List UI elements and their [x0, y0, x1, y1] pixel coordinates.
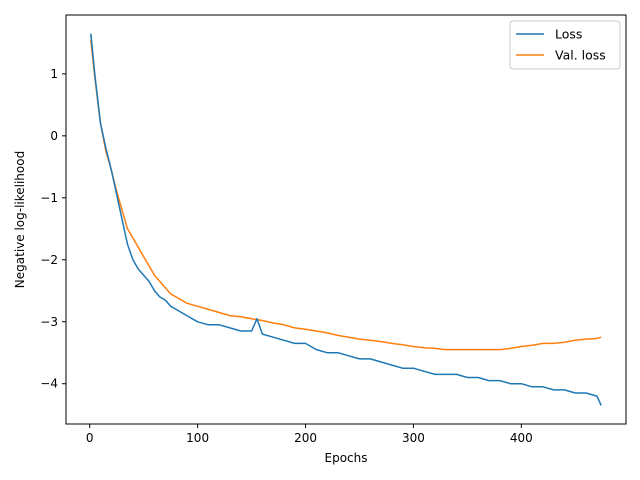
x-tick-label: 300: [402, 431, 425, 445]
y-tick-label: 1: [50, 67, 58, 81]
y-tick-label: −2: [40, 253, 58, 267]
x-tick-label: 100: [186, 431, 209, 445]
legend: Loss Val. loss: [509, 20, 621, 70]
legend-box: [509, 20, 621, 70]
y-tick-label: −1: [40, 191, 58, 205]
x-axis-label: Epochs: [325, 451, 368, 465]
series-line: [90, 33, 602, 406]
series-line: [90, 39, 602, 351]
x-tick-label: 0: [86, 431, 94, 445]
y-tick-label: 0: [50, 129, 58, 143]
legend-label: Loss: [555, 27, 582, 42]
x-tick-label: 400: [510, 431, 533, 445]
y-tick-label: −3: [40, 315, 58, 329]
x-axis-ticks: 0 100 200 300 400: [86, 424, 533, 445]
y-tick-label: −4: [40, 377, 58, 391]
x-tick-label: 200: [294, 431, 317, 445]
y-axis-label: Negative log-likelihood: [13, 151, 27, 288]
y-axis-ticks: 1 0 −1 −2 −3 −4: [40, 67, 66, 391]
legend-label: Val. loss: [555, 48, 606, 63]
plot-lines: [90, 33, 602, 406]
plot-frame: [65, 14, 627, 425]
